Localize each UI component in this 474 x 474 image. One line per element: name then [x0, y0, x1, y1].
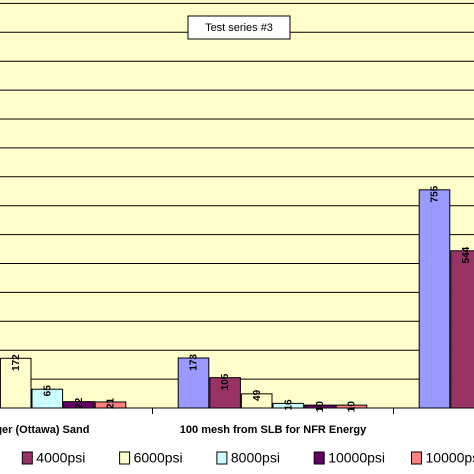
legend-label: 8000psi — [231, 450, 280, 466]
data-label: 16 — [283, 399, 294, 411]
legend-swatch — [216, 451, 228, 465]
data-label: 21 — [106, 397, 117, 409]
data-label: 172 — [11, 354, 22, 371]
legend-label: 10000psi — [328, 450, 385, 466]
legend-swatch — [411, 451, 422, 465]
data-label: 22 — [74, 397, 85, 409]
bar — [0, 357, 32, 409]
legend-swatch — [21, 451, 33, 465]
legend-label: 10000psi — [426, 450, 474, 466]
bar — [418, 189, 451, 409]
x-tick-label: 100 mesh from SLB for NFR Energy — [180, 424, 367, 436]
data-label: 10 — [315, 401, 326, 413]
bar — [450, 250, 474, 409]
data-label: 755 — [430, 185, 441, 202]
legend-swatch — [119, 451, 131, 465]
chart-title: Test series #3 — [205, 22, 273, 34]
bar — [177, 357, 210, 409]
legend-swatch — [313, 451, 325, 465]
bar — [209, 377, 241, 409]
data-label: 544 — [461, 246, 472, 263]
data-label: 10 — [347, 401, 358, 413]
legend-label: 6000psi — [134, 450, 183, 466]
data-label: 173 — [189, 354, 200, 371]
data-label: 105 — [220, 373, 231, 390]
title-box — [187, 15, 291, 40]
data-label: 65 — [42, 385, 53, 397]
plot-area — [0, 0, 474, 408]
legend-label: 4000psi — [36, 450, 85, 466]
x-tick-label: Badger (Ottawa) Sand — [0, 424, 89, 436]
data-label: 49 — [252, 389, 263, 401]
